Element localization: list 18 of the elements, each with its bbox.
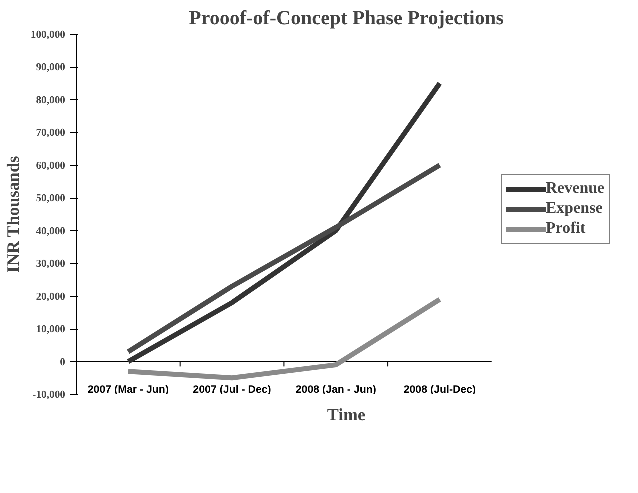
y-tick-label: 100,000 bbox=[30, 30, 66, 41]
legend-label: Expense bbox=[546, 200, 603, 218]
y-tick-label: 70,000 bbox=[36, 128, 66, 140]
y-axis-title: INR Thousands bbox=[4, 156, 23, 274]
legend-label: Profit bbox=[546, 220, 586, 238]
y-tick-label: 80,000 bbox=[36, 95, 66, 106]
y-tick-label: 0 bbox=[60, 357, 66, 368]
chart-title: Prooof-of-Concept Phase Projections bbox=[189, 8, 504, 30]
y-tick-label: 90,000 bbox=[36, 62, 66, 74]
y-tick-label: 10,000 bbox=[36, 324, 66, 336]
y-tick-label: 20,000 bbox=[36, 292, 66, 303]
legend-label: Revenue bbox=[546, 180, 605, 198]
y-tick-label: -10,000 bbox=[32, 390, 66, 401]
y-tick-label: 30,000 bbox=[36, 259, 66, 270]
y-tick-label: 50,000 bbox=[36, 194, 66, 205]
y-tick-label: 60,000 bbox=[36, 160, 66, 172]
x-axis-title: Time bbox=[327, 406, 366, 424]
y-tick-label: 40,000 bbox=[36, 226, 66, 238]
